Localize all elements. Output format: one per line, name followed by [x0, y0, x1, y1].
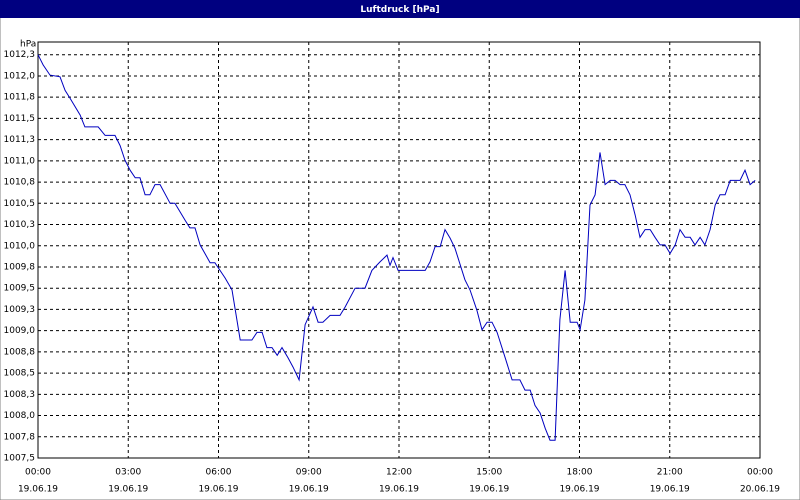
- y-tick-label: 1009,5: [4, 284, 36, 294]
- x-tick-label: 15:00: [476, 468, 502, 478]
- x-tick-date: 19.06.19: [650, 485, 690, 495]
- y-tick-label: 1007,8: [4, 432, 36, 442]
- x-tick-date: 19.06.19: [289, 485, 329, 495]
- x-tick-label: 03:00: [115, 468, 141, 478]
- y-tick-label: 1011,3: [4, 135, 36, 145]
- x-tick-date: 19.06.19: [559, 485, 599, 495]
- y-tick-label: 1008,3: [4, 390, 36, 400]
- y-tick-label: 1010,3: [4, 220, 36, 230]
- y-tick-label: 1011,0: [4, 156, 36, 166]
- y-tick-label: 1010,8: [4, 178, 36, 188]
- y-tick-label: 1012,0: [4, 71, 36, 81]
- x-tick-label: 00:00: [25, 468, 51, 478]
- y-tick-label: 1009,3: [4, 305, 36, 315]
- x-tick-date: 19.06.19: [469, 485, 509, 495]
- y-axis-label: hPa: [20, 40, 36, 50]
- chart-title: Luftdruck [hPa]: [360, 5, 439, 15]
- y-tick-label: 1011,5: [4, 114, 36, 124]
- x-tick-label: 21:00: [657, 468, 683, 478]
- x-tick-date: 19.06.19: [198, 485, 238, 495]
- y-tick-label: 1012,3: [4, 50, 36, 60]
- y-tick-label: 1010,0: [4, 241, 36, 251]
- y-tick-label: 1009,0: [4, 326, 36, 336]
- pressure-line: [37, 54, 756, 441]
- x-tick-label: 09:00: [296, 468, 322, 478]
- y-tick-label: 1010,5: [4, 199, 36, 209]
- y-tick-label: 1008,0: [4, 411, 36, 421]
- x-tick-label: 06:00: [206, 468, 232, 478]
- plot-area: [37, 41, 761, 459]
- x-tick-date: 20.06.19: [740, 485, 780, 495]
- y-tick-label: 1008,8: [4, 347, 36, 357]
- x-tick-label: 00:00: [747, 468, 773, 478]
- y-tick-label: 1008,5: [4, 369, 36, 379]
- x-tick-label: 12:00: [386, 468, 412, 478]
- x-tick-date: 19.06.19: [18, 485, 58, 495]
- title-bar: [0, 0, 800, 18]
- x-tick-label: 18:00: [567, 468, 593, 478]
- y-tick-label: 1009,8: [4, 262, 36, 272]
- x-tick-date: 19.06.19: [379, 485, 419, 495]
- x-tick-date: 19.06.19: [108, 485, 148, 495]
- y-tick-label: 1007,5: [4, 454, 36, 464]
- y-tick-label: 1011,8: [4, 93, 36, 103]
